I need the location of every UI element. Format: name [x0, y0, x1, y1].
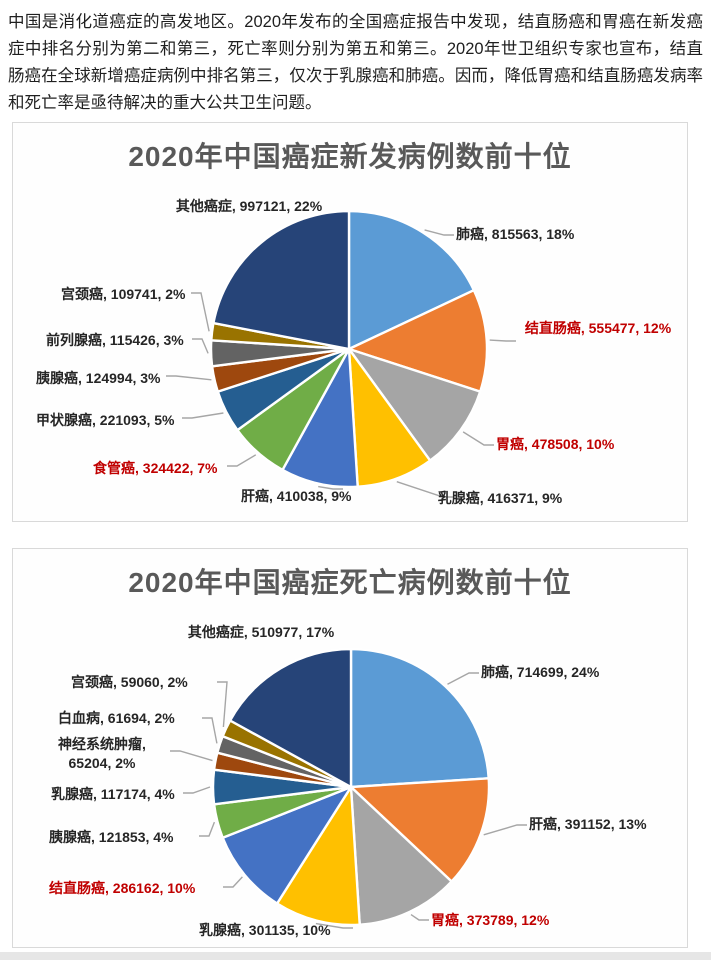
leader-line-breast-cancer-yellow — [315, 922, 353, 929]
slice-label-other-cancers: 其他癌症, 510977, 17% — [187, 624, 335, 640]
page-bottom-strip — [0, 952, 711, 960]
slice-label-liver-cancer: 肝癌, 410038, 9% — [241, 488, 352, 504]
slice-label-leukemia: 白血病, 61694, 2% — [58, 710, 175, 726]
new-cases-pie-chart — [166, 209, 516, 498]
slice-label-stomach-cancer: 胃癌, 478508, 10% — [496, 436, 615, 452]
pie-slice-lung-cancer — [349, 647, 490, 789]
pie-slice-liver-cancer — [349, 777, 491, 883]
leader-line-liver-cancer — [318, 485, 343, 490]
slice-label-prostate-cancer: 前列腺癌, 115426, 3% — [46, 332, 184, 348]
slice-label-breast-cancer: 乳腺癌, 117174, 4% — [51, 786, 175, 802]
leader-line-lung-cancer — [447, 672, 479, 685]
pie-slice-stomach-cancer — [349, 785, 453, 926]
leader-line-colorectal-cancer — [223, 876, 243, 888]
pie-slice-lung-cancer — [347, 209, 476, 351]
leader-line-colorectal-cancer — [489, 339, 516, 342]
slice-label-cervical-cancer: 宫颈癌, 59060, 2% — [71, 674, 188, 690]
slice-label-liver-cancer: 肝癌, 391152, 13% — [529, 816, 647, 832]
intro-paragraph: 中国是消化道癌症的高发地区。2020年发布的全国癌症报告中发现，结直肠癌和胃癌在… — [8, 13, 703, 112]
leader-line-liver-cancer — [483, 824, 527, 836]
leader-line-breast-cancer — [396, 481, 453, 498]
slice-label-thyroid-cancer: 甲状腺癌, 221093, 5% — [36, 412, 175, 428]
slice-label-other-cancers: 其他癌症, 997121, 22% — [175, 198, 323, 214]
slice-label-pancreatic-cancer: 胰腺癌, 121853, 4% — [49, 829, 174, 845]
leader-line-lung-cancer — [424, 229, 454, 236]
leader-line-thyroid-cancer — [182, 412, 224, 419]
death-cases-pie-chart-card: 2020年中国癌症死亡病例数前十位 肺癌, 714699, 24% 肝癌, 391… — [12, 548, 688, 948]
leader-line-prostate-cancer — [192, 338, 209, 354]
leader-line-stomach-cancer — [462, 431, 494, 446]
pie-slice-stomach-cancer — [347, 347, 482, 462]
leader-line-stomach-cancer — [410, 914, 429, 921]
slice-label-colorectal-cancer: 结直肠癌, 555477, 12% — [524, 320, 672, 336]
new-cases-pie-chart-card: 2020年中国癌症新发病例数前十位 肺癌, 815563, 18% 结直肠癌, 5… — [12, 122, 688, 522]
death-cases-chart-title: 2020年中国癌症死亡病例数前十位 — [128, 567, 572, 598]
slice-label-cervical-cancer: 宫颈癌, 109741, 2% — [61, 286, 186, 302]
leader-line-leukemia — [202, 717, 218, 744]
pie-slice-other-cancers — [212, 209, 351, 351]
leader-line-nervous-system-tumor — [170, 750, 213, 762]
slice-label-nervous-system-tumor: 神经系统肿瘤, 65204, 2% — [58, 736, 146, 771]
slice-label-breast-cancer-yellow: 乳腺癌, 301135, 10% — [199, 922, 331, 938]
new-cases-chart-title: 2020年中国癌症新发病例数前十位 — [128, 141, 572, 172]
pie-slice-colorectal-cancer — [347, 289, 489, 393]
slice-label-stomach-cancer: 胃癌, 373789, 12% — [431, 912, 550, 928]
slice-label-lung-cancer: 肺癌, 714699, 24% — [481, 664, 600, 680]
pie-slice-other-cancers — [228, 647, 353, 789]
slice-label-esophageal-cancer: 食管癌, 324422, 7% — [93, 460, 218, 476]
slice-label-breast-cancer: 乳腺癌, 416371, 9% — [437, 490, 563, 506]
slice-label-colorectal-cancer: 结直肠癌, 286162, 10% — [49, 880, 196, 896]
leader-line-cervical-cancer — [217, 681, 228, 728]
death-cases-pie-chart — [170, 647, 527, 929]
slice-label-pancreatic-cancer: 胰腺癌, 124994, 3% — [36, 370, 161, 386]
pie-slice-breast-cancer-yellow — [275, 785, 361, 927]
leader-line-esophageal-cancer — [227, 454, 257, 467]
slice-label-lung-cancer: 肺癌, 815563, 18% — [456, 226, 575, 242]
leader-line-cervical-cancer — [191, 292, 210, 332]
leader-line-breast-cancer — [183, 786, 211, 794]
pie-slice-colorectal-cancer — [221, 785, 353, 905]
leader-line-pancreatic-cancer — [199, 821, 216, 837]
leader-line-pancreatic-cancer — [166, 375, 212, 381]
